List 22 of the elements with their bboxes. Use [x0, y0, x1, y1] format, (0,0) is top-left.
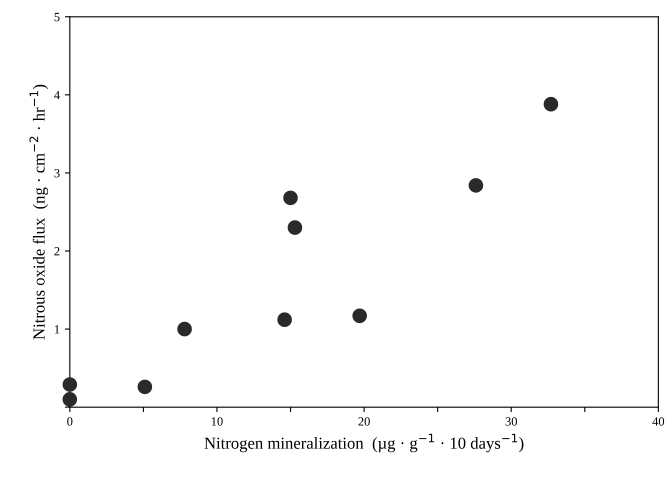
- y-tick-label: 2: [54, 247, 60, 256]
- point: [177, 322, 192, 336]
- point: [138, 380, 152, 394]
- point: [288, 220, 302, 235]
- y-tick-label: 1: [54, 325, 60, 334]
- x-tick-label: 30: [506, 417, 517, 426]
- x-tick-label: 0: [67, 417, 72, 426]
- y-tick-label: 5: [54, 12, 60, 22]
- point: [62, 392, 78, 407]
- point: [283, 190, 298, 206]
- y-axis-title: Nitrous oxide flux (ng · cm$^{−2}$ · hr$^{−1}$): [29, 84, 48, 340]
- x-tick-label: 40: [652, 417, 664, 426]
- point: [277, 312, 292, 327]
- x-axis-title: Nitrogen mineralization (µg · g$^{−1}$ · 10 days$^{−1}$): [204, 434, 524, 452]
- point: [62, 377, 78, 392]
- x-tick-label: 10: [212, 417, 223, 426]
- y-tick-label: 3: [54, 168, 60, 178]
- y-tick-label: 4: [54, 90, 60, 100]
- point: [352, 308, 367, 324]
- point: [468, 178, 484, 193]
- x-tick-label: 20: [358, 417, 370, 426]
- point: [544, 96, 558, 112]
